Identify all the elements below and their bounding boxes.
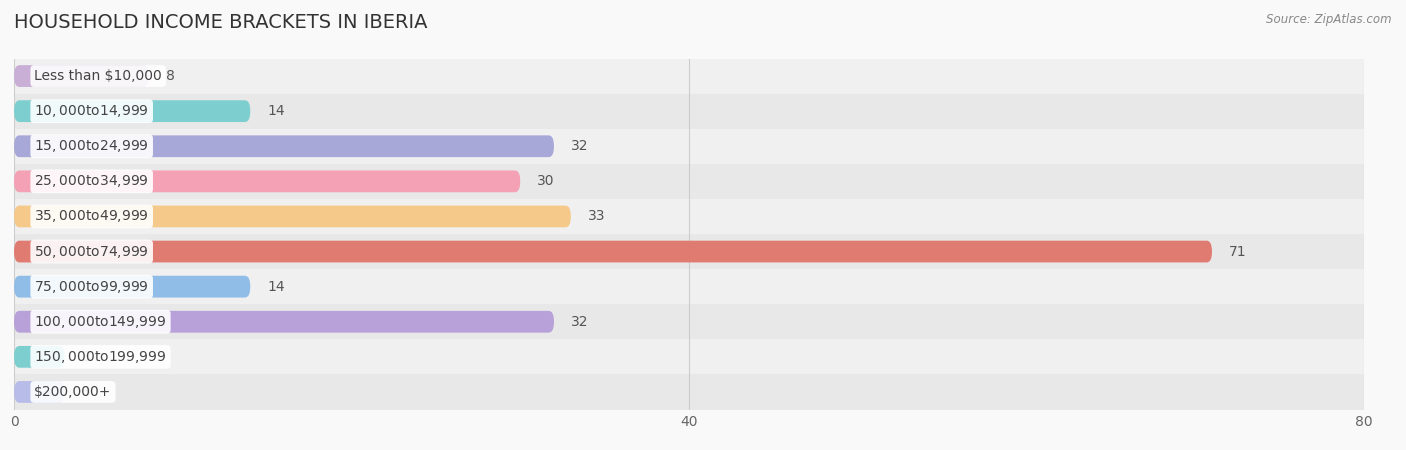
Text: Less than $10,000: Less than $10,000 (34, 69, 162, 83)
Text: HOUSEHOLD INCOME BRACKETS IN IBERIA: HOUSEHOLD INCOME BRACKETS IN IBERIA (14, 14, 427, 32)
Text: 32: 32 (571, 139, 588, 153)
Text: $15,000 to $24,999: $15,000 to $24,999 (34, 138, 149, 154)
Text: 71: 71 (1229, 244, 1247, 259)
Text: 8: 8 (166, 69, 174, 83)
FancyBboxPatch shape (14, 65, 149, 87)
Text: 32: 32 (571, 315, 588, 329)
FancyBboxPatch shape (14, 346, 65, 368)
Text: $75,000 to $99,999: $75,000 to $99,999 (34, 279, 149, 295)
Text: $10,000 to $14,999: $10,000 to $14,999 (34, 103, 149, 119)
Text: 3: 3 (82, 385, 90, 399)
Bar (14, 94, 1364, 129)
Text: $25,000 to $34,999: $25,000 to $34,999 (34, 173, 149, 189)
FancyBboxPatch shape (14, 100, 250, 122)
Bar (14, 304, 1364, 339)
Bar (14, 199, 1364, 234)
Text: Source: ZipAtlas.com: Source: ZipAtlas.com (1267, 14, 1392, 27)
Text: $200,000+: $200,000+ (34, 385, 111, 399)
FancyBboxPatch shape (14, 241, 1212, 262)
Bar (14, 339, 1364, 374)
FancyBboxPatch shape (14, 276, 250, 297)
FancyBboxPatch shape (14, 135, 554, 157)
Bar (14, 58, 1364, 94)
Text: $100,000 to $149,999: $100,000 to $149,999 (34, 314, 167, 330)
Bar (14, 374, 1364, 410)
Text: 3: 3 (82, 350, 90, 364)
Text: $150,000 to $199,999: $150,000 to $199,999 (34, 349, 167, 365)
Text: 33: 33 (588, 209, 605, 224)
Text: 14: 14 (267, 279, 285, 294)
FancyBboxPatch shape (14, 311, 554, 333)
Bar (14, 164, 1364, 199)
Bar (14, 269, 1364, 304)
Text: 30: 30 (537, 174, 554, 189)
Text: $35,000 to $49,999: $35,000 to $49,999 (34, 208, 149, 225)
Text: $50,000 to $74,999: $50,000 to $74,999 (34, 243, 149, 260)
FancyBboxPatch shape (14, 206, 571, 227)
Bar (14, 129, 1364, 164)
FancyBboxPatch shape (14, 171, 520, 192)
FancyBboxPatch shape (14, 381, 65, 403)
Text: 14: 14 (267, 104, 285, 118)
Bar (14, 234, 1364, 269)
